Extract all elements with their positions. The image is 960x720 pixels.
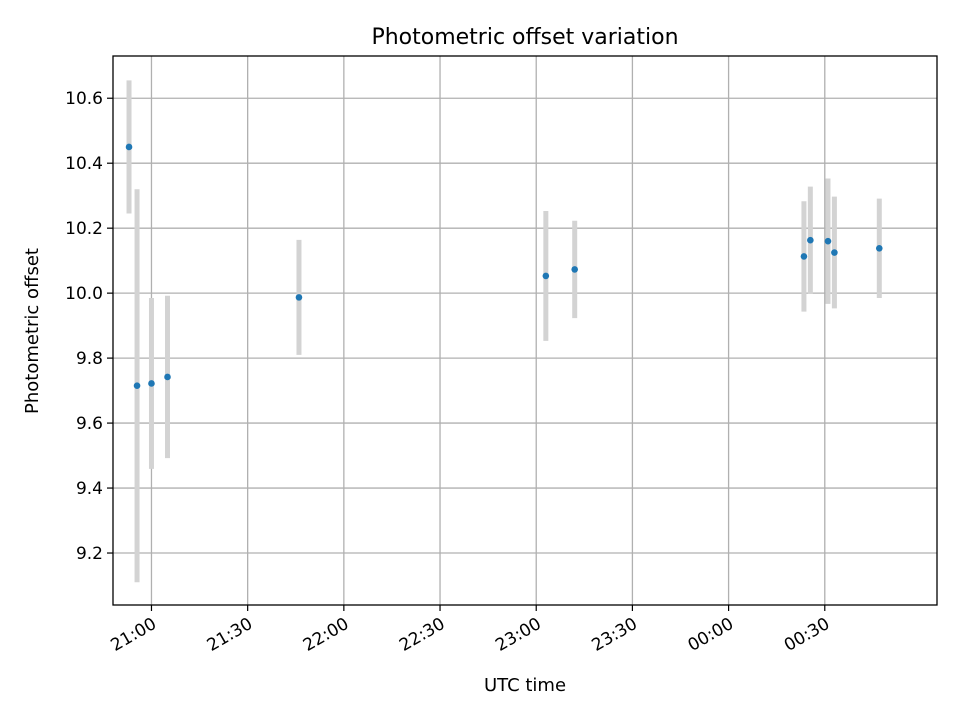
data-point — [875, 245, 883, 252]
y-tick-label: 9.4 — [76, 479, 103, 499]
x-tick-label: 23:30 — [588, 614, 640, 656]
data-point — [571, 266, 578, 273]
y-tick-label: 10.4 — [65, 154, 103, 174]
data-point — [133, 382, 141, 390]
data-point — [295, 294, 303, 301]
y-tick-label: 9.6 — [76, 414, 103, 434]
x-tick-label: 21:00 — [108, 614, 160, 656]
grid — [113, 56, 937, 605]
data-point — [148, 380, 155, 387]
x-axis-label: UTC time — [484, 675, 566, 696]
x-tick-label: 00:30 — [781, 614, 833, 656]
chart-title: Photometric offset variation — [371, 25, 678, 50]
y-tick-label: 10.6 — [65, 89, 103, 109]
x-tick-label: 23:00 — [492, 614, 544, 656]
y-tick-label: 10.2 — [65, 219, 103, 239]
y-axis-label: Photometric offset — [22, 248, 43, 414]
y-ticks: 9.2 9.4 9.6 9.8 10.0 10.2 10.4 10.6 — [65, 89, 113, 564]
data-point — [831, 249, 838, 256]
x-tick-label: 22:30 — [396, 614, 448, 656]
y-tick-label: 9.2 — [76, 544, 103, 564]
data-point — [807, 236, 814, 244]
y-tick-label: 10.0 — [65, 284, 103, 304]
data-points — [125, 143, 883, 390]
data-point — [824, 237, 832, 245]
error-bars — [126, 80, 882, 583]
y-tick-label: 9.8 — [76, 349, 103, 369]
data-point — [800, 253, 808, 260]
x-tick-label: 00:00 — [685, 614, 737, 656]
x-tick-label: 22:00 — [300, 614, 352, 656]
x-tick-label: 21:30 — [204, 614, 256, 656]
data-point — [542, 272, 550, 280]
data-point — [125, 143, 133, 151]
x-ticks: 21:00 21:30 22:00 22:30 23:00 23:30 00:00 00:30 — [108, 605, 833, 656]
data-point — [164, 373, 171, 381]
plot-frame — [112, 55, 938, 606]
